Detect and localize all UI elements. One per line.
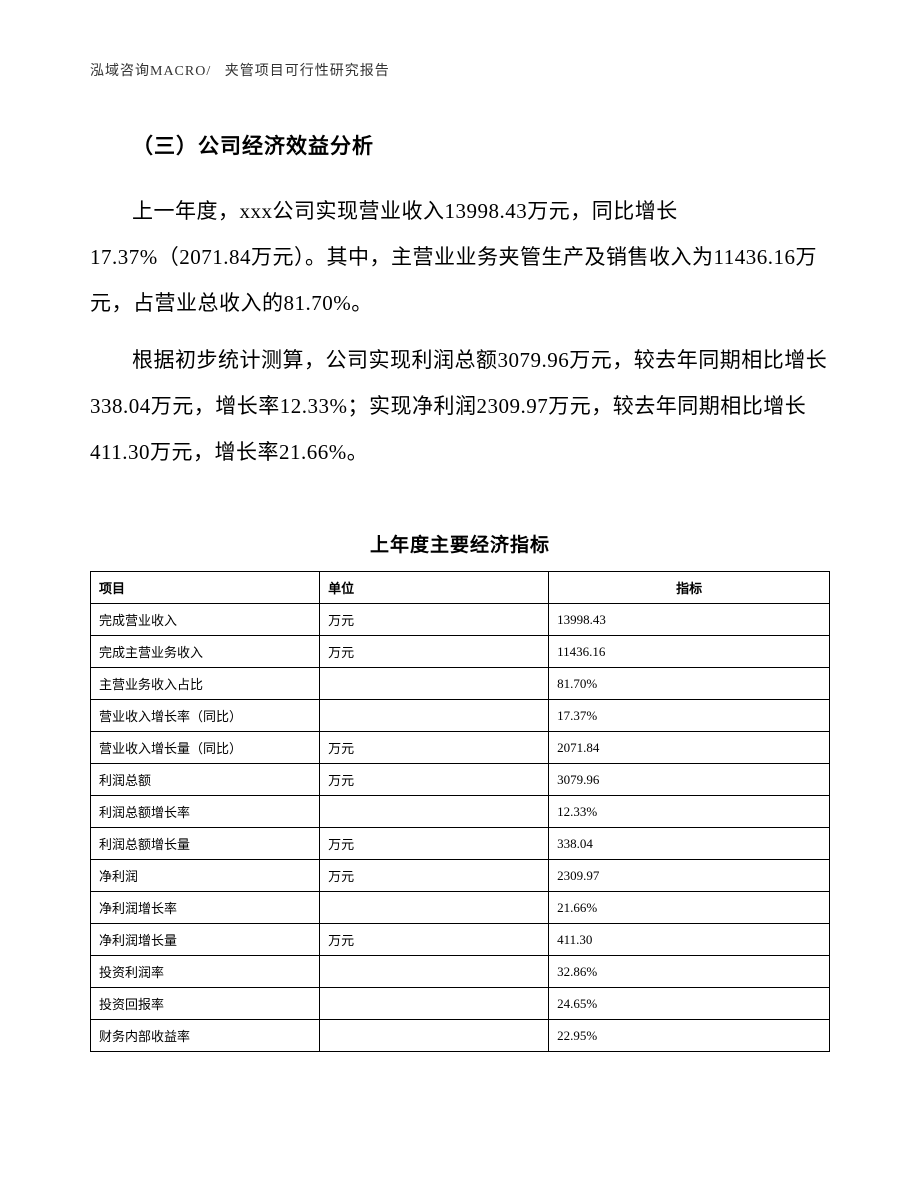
table-header-unit: 单位 [320, 572, 549, 604]
table-cell-value: 17.37% [549, 700, 830, 732]
table-cell-item: 完成营业收入 [91, 604, 320, 636]
table-row: 完成主营业务收入 万元 11436.16 [91, 636, 830, 668]
table-cell-value: 32.86% [549, 956, 830, 988]
table-cell-unit: 万元 [320, 764, 549, 796]
table-row: 投资利润率 32.86% [91, 956, 830, 988]
table-cell-unit: 万元 [320, 924, 549, 956]
page-header: 泓域咨询MACRO/ 夹管项目可行性研究报告 [90, 60, 830, 80]
paragraph-2: 根据初步统计测算，公司实现利润总额3079.96万元，较去年同期相比增长338.… [90, 337, 830, 476]
table-cell-value: 22.95% [549, 1020, 830, 1052]
table-cell-unit: 万元 [320, 732, 549, 764]
table-cell-unit [320, 1020, 549, 1052]
table-cell-item: 营业收入增长量（同比） [91, 732, 320, 764]
economic-indicators-table: 项目 单位 指标 完成营业收入 万元 13998.43 完成主营业务收入 万元 … [90, 571, 830, 1052]
table-cell-item: 投资利润率 [91, 956, 320, 988]
table-header-value: 指标 [549, 572, 830, 604]
table-cell-item: 利润总额增长量 [91, 828, 320, 860]
table-row: 主营业务收入占比 81.70% [91, 668, 830, 700]
table-cell-unit [320, 988, 549, 1020]
section-title: （三）公司经济效益分析 [90, 130, 830, 160]
table-cell-value: 3079.96 [549, 764, 830, 796]
table-cell-unit [320, 700, 549, 732]
table-row: 营业收入增长率（同比） 17.37% [91, 700, 830, 732]
table-cell-unit [320, 892, 549, 924]
table-cell-item: 利润总额 [91, 764, 320, 796]
table-cell-value: 411.30 [549, 924, 830, 956]
table-cell-item: 财务内部收益率 [91, 1020, 320, 1052]
paragraph-1: 上一年度，xxx公司实现营业收入13998.43万元，同比增长17.37%（20… [90, 188, 830, 327]
table-row: 净利润 万元 2309.97 [91, 860, 830, 892]
table-cell-value: 21.66% [549, 892, 830, 924]
header-left: 泓域咨询MACRO/ [90, 64, 211, 79]
table-cell-value: 12.33% [549, 796, 830, 828]
table-cell-item: 投资回报率 [91, 988, 320, 1020]
table-cell-value: 2071.84 [549, 732, 830, 764]
table-row: 净利润增长率 21.66% [91, 892, 830, 924]
page-container: 泓域咨询MACRO/ 夹管项目可行性研究报告 （三）公司经济效益分析 上一年度，… [0, 0, 920, 1112]
table-row: 完成营业收入 万元 13998.43 [91, 604, 830, 636]
table-cell-item: 营业收入增长率（同比） [91, 700, 320, 732]
table-row: 投资回报率 24.65% [91, 988, 830, 1020]
table-cell-value: 2309.97 [549, 860, 830, 892]
table-cell-item: 主营业务收入占比 [91, 668, 320, 700]
table-cell-value: 13998.43 [549, 604, 830, 636]
table-row: 利润总额 万元 3079.96 [91, 764, 830, 796]
table-cell-item: 净利润 [91, 860, 320, 892]
table-title: 上年度主要经济指标 [90, 530, 830, 557]
table-cell-value: 11436.16 [549, 636, 830, 668]
table-cell-unit [320, 668, 549, 700]
table-cell-item: 利润总额增长率 [91, 796, 320, 828]
table-row: 财务内部收益率 22.95% [91, 1020, 830, 1052]
table-header-item: 项目 [91, 572, 320, 604]
table-header-row: 项目 单位 指标 [91, 572, 830, 604]
table-cell-item: 净利润增长量 [91, 924, 320, 956]
table-cell-value: 24.65% [549, 988, 830, 1020]
table-cell-value: 338.04 [549, 828, 830, 860]
table-cell-unit: 万元 [320, 604, 549, 636]
table-cell-unit: 万元 [320, 860, 549, 892]
table-cell-item: 净利润增长率 [91, 892, 320, 924]
table-cell-unit: 万元 [320, 636, 549, 668]
table-cell-unit [320, 796, 549, 828]
table-cell-value: 81.70% [549, 668, 830, 700]
table-cell-unit [320, 956, 549, 988]
header-right: 夹管项目可行性研究报告 [225, 64, 390, 79]
table-row: 净利润增长量 万元 411.30 [91, 924, 830, 956]
table-row: 利润总额增长量 万元 338.04 [91, 828, 830, 860]
table-row: 利润总额增长率 12.33% [91, 796, 830, 828]
table-row: 营业收入增长量（同比） 万元 2071.84 [91, 732, 830, 764]
table-cell-unit: 万元 [320, 828, 549, 860]
table-cell-item: 完成主营业务收入 [91, 636, 320, 668]
